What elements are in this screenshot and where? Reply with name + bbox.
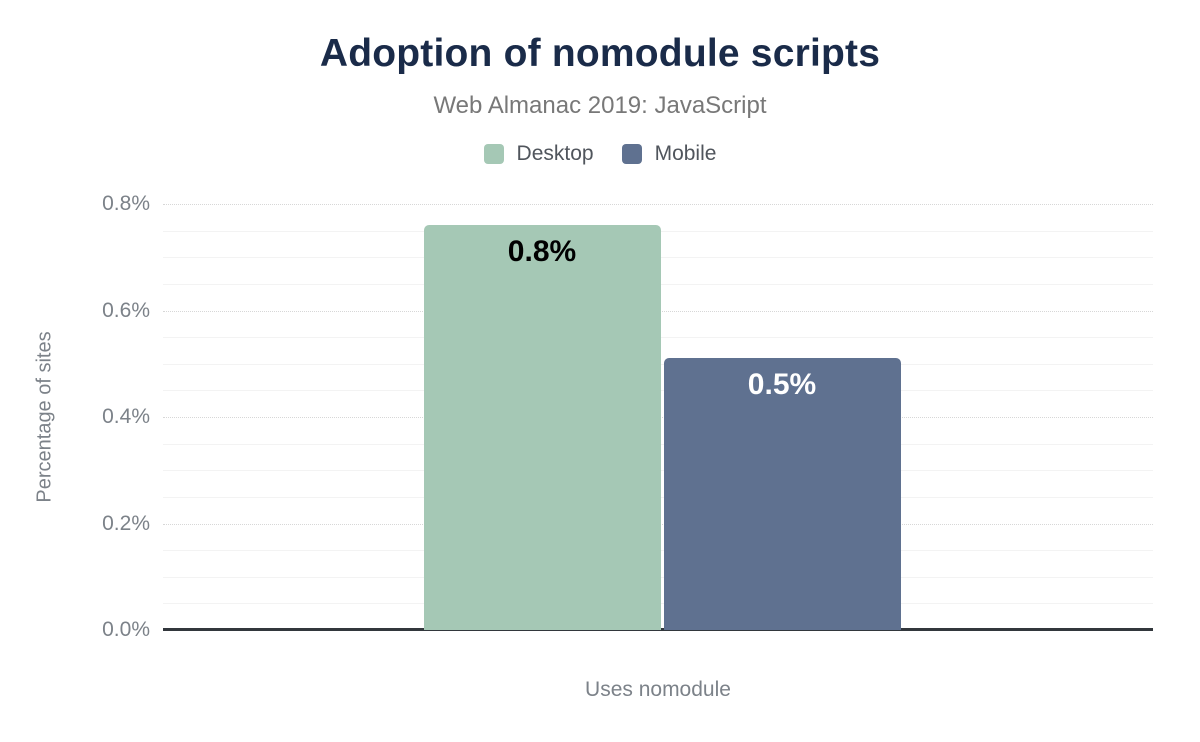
bar-mobile: 0.5% (663, 358, 901, 630)
legend-label-mobile: Mobile (654, 142, 717, 165)
legend-label-desktop: Desktop (516, 142, 594, 165)
bar-desktop: 0.8% (423, 225, 661, 630)
y-tick-label: 0.8% (102, 192, 150, 215)
chart-subtitle: Web Almanac 2019: JavaScript (433, 92, 767, 119)
y-axis-title: Percentage of sites (33, 331, 56, 503)
legend: Desktop Mobile (0, 142, 1200, 166)
chart-title: Adoption of nomodule scripts (319, 32, 881, 75)
plot-area: 0.8% 0.5% (163, 204, 1153, 631)
y-tick-label: 0.0% (102, 618, 150, 641)
mobile-series-swatch (621, 144, 642, 164)
y-tick-label: 0.4% (102, 405, 150, 428)
y-tick-label: 0.6% (102, 298, 150, 322)
gridline-major (163, 204, 1153, 205)
x-axis-label: Uses nomodule (585, 678, 731, 701)
bar-value-label-desktop: 0.8% (507, 235, 577, 269)
y-tick-label: 0.2% (102, 511, 150, 535)
desktop-series-swatch (483, 144, 504, 164)
bar-value-label-mobile: 0.5% (747, 368, 817, 402)
legend-item-mobile[interactable]: Mobile (621, 142, 717, 166)
legend-item-desktop[interactable]: Desktop (483, 142, 594, 166)
